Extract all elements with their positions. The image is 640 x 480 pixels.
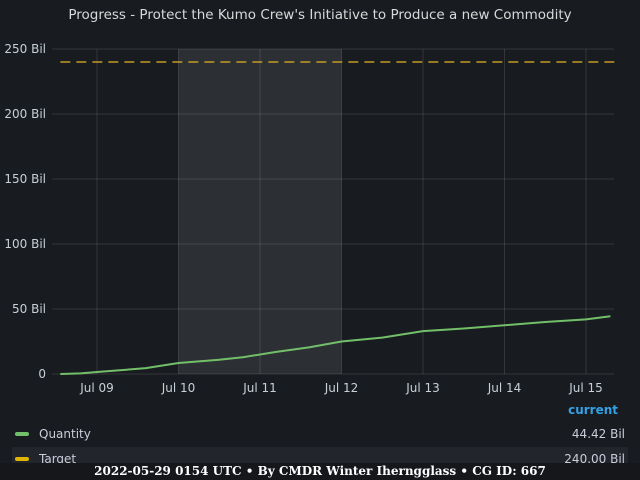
legend-label-quantity: Quantity (39, 427, 91, 441)
grid-layer (52, 48, 614, 375)
progress-chart: 0 50 Bil 100 Bil 150 Bil 200 Bil 250 Bil Jul 0… (4, 42, 619, 395)
series-line-quantity (60, 315, 611, 375)
x-tick-label: Jul 10 (161, 381, 196, 395)
tick-layer: 0 50 Bil 100 Bil 150 Bil 200 Bil 250 Bil Jul 0… (4, 42, 602, 395)
x-tick-label: Jul 12 (324, 381, 359, 395)
x-tick-label: Jul 15 (568, 381, 603, 395)
highlight-band (178, 49, 342, 374)
highlight-layer (178, 49, 342, 374)
y-tick-label: 200 Bil (4, 107, 46, 121)
legend-label-target: Target (39, 452, 77, 466)
footer-credit: 2022-05-29 0154 UTC • By CMDR Winter Ihe… (0, 463, 640, 480)
legend-value-target: 240.00 Bil (564, 452, 625, 466)
target-swatch (15, 457, 29, 461)
x-tick-label: Jul 09 (79, 381, 114, 395)
x-tick-label: Jul 14 (487, 381, 522, 395)
legend-item-quantity[interactable]: Quantity 44.42 Bil (12, 422, 628, 446)
y-tick-label: 50 Bil (12, 302, 46, 316)
y-tick-label: 0 (38, 367, 46, 381)
series-layer (60, 61, 619, 375)
y-tick-label: 100 Bil (4, 237, 46, 251)
y-tick-label: 150 Bil (4, 172, 46, 186)
x-tick-label: Jul 11 (242, 381, 277, 395)
y-tick-label: 250 Bil (4, 42, 46, 56)
legend-header-current[interactable]: current (568, 403, 618, 417)
x-tick-label: Jul 13 (405, 381, 440, 395)
chart-title: Progress - Protect the Kumo Crew's Initi… (68, 7, 572, 23)
quantity-swatch (15, 432, 29, 436)
legend-value-quantity: 44.42 Bil (571, 427, 625, 441)
